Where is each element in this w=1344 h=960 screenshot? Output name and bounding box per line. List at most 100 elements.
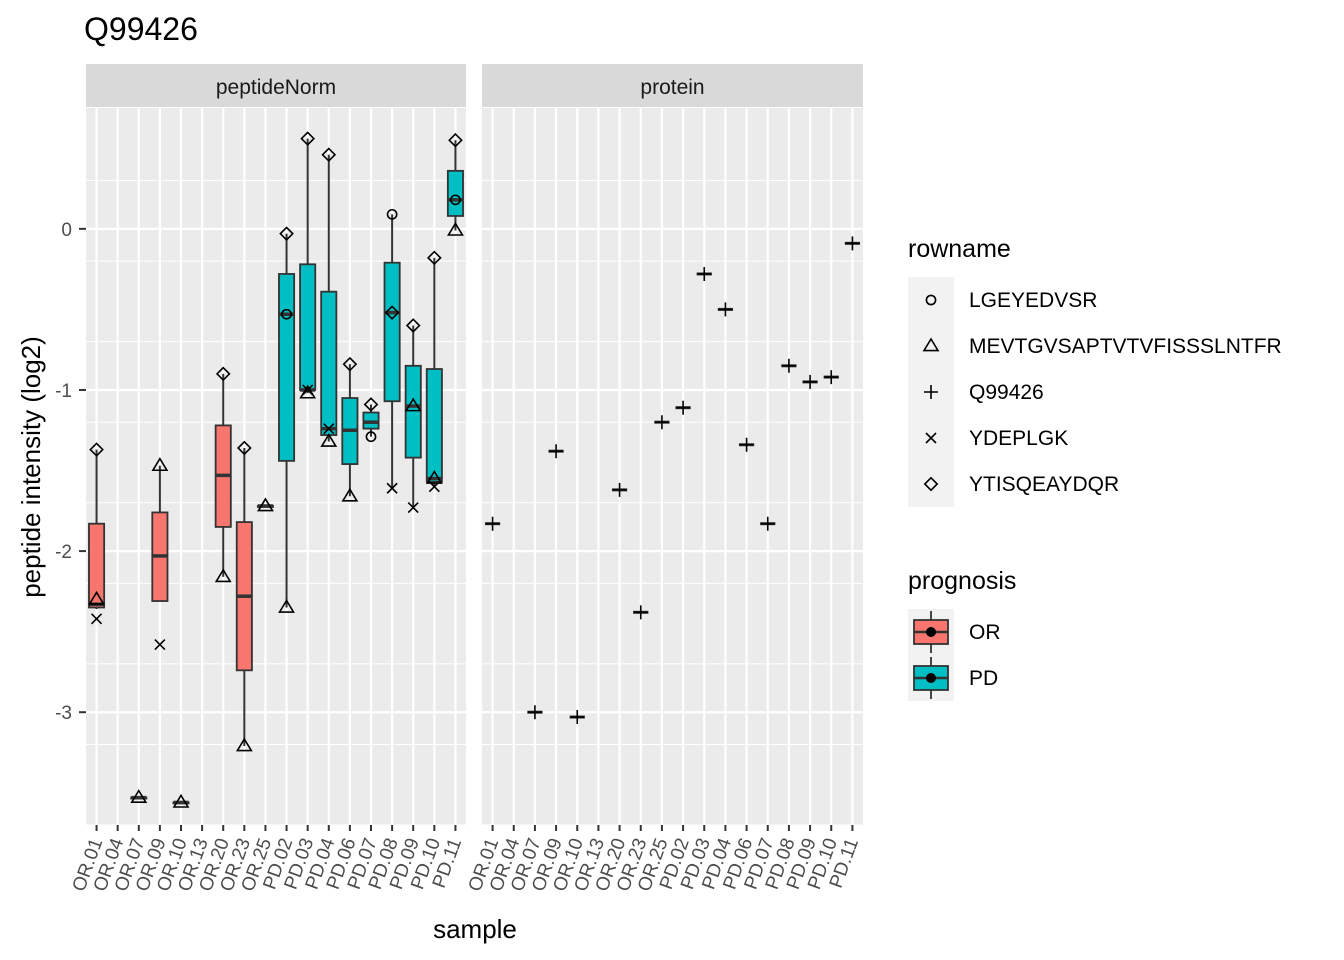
- legend-label: LGEYEDVSR: [969, 289, 1097, 312]
- strip-protein: [482, 64, 863, 107]
- data-point: [405, 318, 421, 333]
- legend-dot: [926, 673, 936, 683]
- data-point: [527, 705, 542, 720]
- data-point: [300, 131, 315, 146]
- data-point: [427, 250, 442, 266]
- data-point: [384, 305, 400, 320]
- legend-label: OR: [969, 621, 1001, 644]
- legend-label: Q99426: [969, 381, 1044, 404]
- data-point: [845, 236, 860, 251]
- data-point: [697, 266, 712, 281]
- data-point: [654, 415, 669, 430]
- box-body: [404, 364, 422, 459]
- data-point: [803, 374, 818, 389]
- data-point: [428, 481, 440, 493]
- data-point: [450, 194, 461, 206]
- legend-label: PD: [969, 667, 998, 690]
- data-point: [485, 516, 500, 531]
- legend-label: MEVTGVSAPTVTVFISSSLNTFR: [969, 335, 1282, 358]
- box-body: [446, 169, 464, 217]
- legend-prognosis: prognosis OR PD: [908, 567, 1016, 701]
- chart-title: Q99426: [84, 11, 198, 47]
- legend-key: [908, 277, 954, 323]
- y-tick-label: -1: [55, 381, 72, 402]
- legend-title: rowname: [908, 235, 1011, 263]
- box-PD.09: [404, 325, 422, 508]
- data-point: [407, 502, 419, 514]
- legend-label: YTISQEAYDQR: [969, 473, 1119, 496]
- legend-symbol: [922, 337, 940, 352]
- data-point: [90, 613, 103, 625]
- legend-symbol: [923, 476, 939, 492]
- data-point: [447, 221, 464, 236]
- data-point: [172, 793, 190, 808]
- data-point: [279, 226, 294, 242]
- data-point: [130, 789, 148, 803]
- data-point: [321, 147, 337, 163]
- data-point: [781, 358, 796, 373]
- legend-title: prognosis: [908, 567, 1016, 595]
- box-PD.03: [299, 138, 317, 394]
- data-point: [281, 308, 292, 320]
- legend-label: YDEPLGK: [969, 427, 1068, 450]
- y-tick-label: -3: [55, 703, 72, 724]
- data-point: [237, 440, 252, 456]
- data-point: [570, 710, 585, 725]
- data-point: [89, 442, 104, 457]
- box-body: [425, 368, 443, 483]
- data-point: [214, 568, 232, 583]
- box-body: [383, 261, 401, 403]
- data-point: [386, 208, 398, 220]
- box-PD.08: [383, 214, 401, 489]
- data-point: [215, 366, 231, 382]
- data-point: [235, 737, 253, 752]
- data-point: [404, 397, 422, 412]
- data-point: [323, 423, 335, 435]
- data-point: [342, 356, 358, 372]
- data-point: [386, 482, 398, 494]
- y-axis: 0 -1 -2 -3: [55, 220, 86, 724]
- data-point: [363, 397, 379, 412]
- y-tick-label: 0: [61, 220, 72, 241]
- panel-background: [482, 108, 863, 825]
- data-point: [278, 598, 295, 613]
- legend-symbol: [925, 294, 937, 306]
- legend-symbol: [925, 432, 937, 444]
- panel-background: [86, 108, 466, 825]
- data-point: [365, 431, 377, 443]
- legend-rowname: rowname LGEYEDVSR MEVTGVSAPTVTVFISSSLNTFR Q…: [908, 235, 1282, 507]
- box-body: [278, 273, 296, 462]
- data-point: [320, 432, 338, 447]
- panels: peptideNormOR.01OR.04OR.07OR.09OR.10OR.1…: [69, 64, 863, 894]
- data-point: [154, 638, 166, 651]
- box-PD.06: [341, 364, 359, 497]
- data-point: [302, 384, 314, 396]
- box-OR.09: [151, 465, 169, 602]
- strip-peptideNorm: [86, 64, 466, 107]
- box-body: [320, 290, 338, 436]
- y-tick-label: -2: [55, 542, 72, 563]
- data-point: [341, 487, 359, 502]
- data-point: [448, 132, 463, 148]
- data-point: [739, 437, 754, 452]
- y-axis-label: peptide intensity (log2): [16, 336, 46, 598]
- panel-peptideNorm: peptideNormOR.01OR.04OR.07OR.09OR.10OR.1…: [69, 64, 466, 894]
- data-point: [718, 302, 733, 317]
- data-point: [88, 590, 105, 605]
- legend-key: [908, 461, 954, 507]
- data-point: [824, 370, 839, 385]
- data-point: [633, 605, 648, 620]
- box-body: [88, 522, 106, 609]
- data-point: [612, 482, 627, 497]
- data-point: [151, 457, 169, 472]
- data-point: [299, 384, 317, 399]
- data-point: [425, 470, 443, 484]
- legend-dot: [926, 627, 936, 637]
- data-point: [549, 444, 564, 459]
- box-body: [299, 263, 317, 391]
- data-point: [676, 400, 691, 415]
- data-point: [257, 497, 274, 512]
- legend-symbol: [924, 385, 938, 399]
- x-axis-label: sample: [433, 914, 517, 944]
